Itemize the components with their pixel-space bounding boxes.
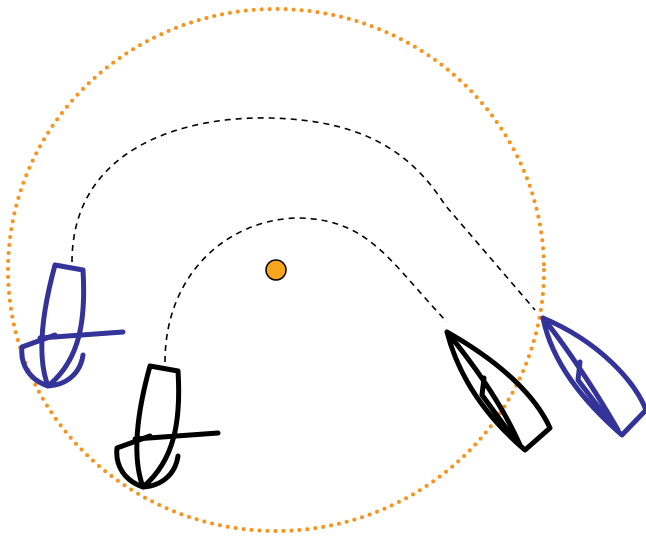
hull: [444, 329, 553, 453]
boom: [132, 430, 221, 442]
boat-black-right: [444, 329, 553, 453]
inner-track: [164, 217, 448, 363]
sail: [540, 315, 621, 433]
sail: [114, 433, 181, 490]
mark: [265, 259, 287, 281]
zone-circle: [6, 7, 546, 533]
boat-blue-left: [19, 262, 126, 389]
sail: [444, 329, 523, 448]
boat-blue-right: [540, 315, 646, 438]
hull: [540, 315, 646, 438]
boom: [37, 329, 126, 341]
sail: [19, 332, 86, 389]
boat-black-left: [114, 363, 221, 490]
outer-track: [71, 117, 536, 311]
